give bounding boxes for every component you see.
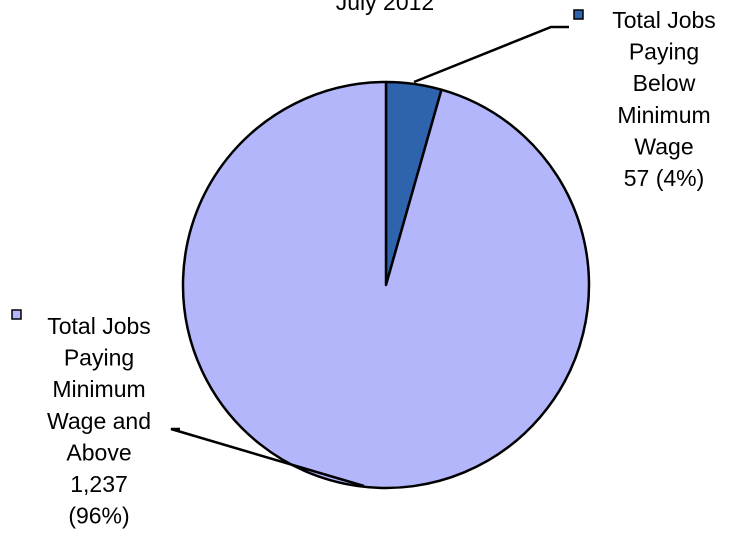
chart-title: July 2012 xyxy=(336,0,434,15)
leader-line xyxy=(170,427,365,488)
slice-label-line: Wage xyxy=(634,133,693,159)
slice-label-line: 1,237 xyxy=(70,471,128,497)
label-marker xyxy=(11,309,22,320)
leader-line xyxy=(413,25,569,84)
slice-label-line: Paying xyxy=(64,345,134,371)
slice-label-line: Below xyxy=(633,70,696,96)
slice-label-line: Paying xyxy=(629,39,699,65)
label-marker xyxy=(573,9,584,20)
slice-label-line: 57 (4%) xyxy=(624,165,705,191)
slice-label-line: Wage and xyxy=(47,408,151,434)
slice-labels: Total Jobs Paying Below Minimum Wage 57 (4%) T… xyxy=(11,7,716,529)
pie-slices xyxy=(181,80,591,490)
slice-label-line: Minimum xyxy=(52,376,145,402)
slice-label-line: Minimum xyxy=(617,102,710,128)
slice-label-line: Above xyxy=(66,439,131,465)
slice-label-line: Total Jobs xyxy=(47,313,151,339)
slice-label-line: Total Jobs xyxy=(612,7,716,33)
slice-label-line: (96%) xyxy=(68,503,129,529)
slice-minimum-and-above xyxy=(181,80,591,490)
